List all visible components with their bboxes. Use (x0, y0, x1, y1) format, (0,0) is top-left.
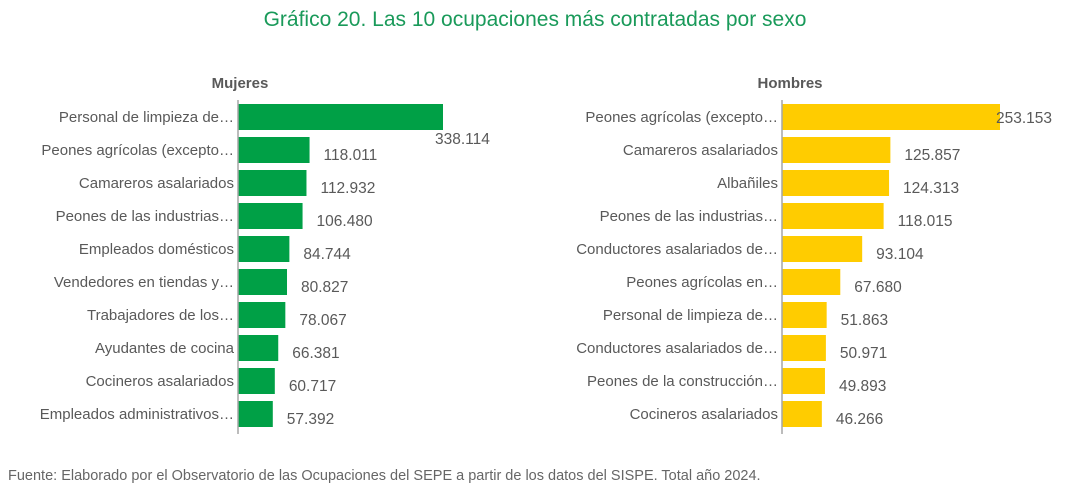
data-label: 46.266 (836, 411, 883, 428)
bar (782, 335, 826, 361)
data-label: 118.011 (324, 147, 378, 164)
bar (238, 104, 443, 130)
data-label: 57.392 (287, 411, 334, 428)
data-label: 50.971 (840, 345, 887, 362)
panel-title: Hombres (757, 75, 822, 92)
bar (782, 137, 891, 163)
category-label: Peones agrícolas (excepto… (585, 109, 778, 126)
panel-title: Mujeres (212, 75, 269, 92)
data-label: 67.680 (854, 279, 902, 296)
category-label: Trabajadores de los… (87, 307, 234, 324)
data-label: 49.893 (839, 378, 886, 395)
bar (782, 170, 890, 196)
data-label: 60.717 (289, 378, 336, 395)
bar (238, 236, 290, 262)
category-label: Empleados domésticos (79, 241, 234, 258)
data-label: 66.381 (292, 345, 339, 362)
bar (782, 203, 884, 229)
category-label: Personal de limpieza de… (603, 307, 778, 324)
category-label: Empleados administrativos… (40, 406, 234, 423)
source-note: Fuente: Elaborado por el Observatorio de… (8, 468, 761, 484)
bar (238, 401, 273, 427)
data-label: 338.114 (435, 131, 490, 148)
category-label: Cocineros asalariados (86, 373, 234, 390)
category-label: Personal de limpieza de… (59, 109, 234, 126)
category-label: Peones agrícolas en… (626, 274, 778, 291)
bar (782, 302, 827, 328)
category-label: Vendedores en tiendas y… (54, 274, 234, 291)
category-label: Albañiles (717, 175, 778, 192)
data-label: 51.863 (841, 312, 888, 329)
bar (238, 302, 286, 328)
category-label: Peones de las industrias… (56, 208, 234, 225)
bar (238, 335, 279, 361)
bar (238, 203, 303, 229)
category-label: Conductores asalariados de… (576, 241, 778, 258)
bar (782, 236, 863, 262)
data-label: 84.744 (303, 246, 351, 263)
bar (238, 368, 275, 394)
bar (782, 104, 1000, 130)
bar (782, 368, 825, 394)
category-label: Camareros asalariados (79, 175, 234, 192)
category-label: Peones agrícolas (excepto… (41, 142, 234, 159)
data-label: 80.827 (301, 279, 348, 296)
bar (238, 137, 310, 163)
category-label: Peones de la construcción… (587, 373, 778, 390)
category-label: Ayudantes de cocina (95, 340, 235, 357)
category-label: Cocineros asalariados (630, 406, 778, 423)
data-label: 118.015 (898, 213, 953, 230)
data-label: 112.932 (320, 180, 375, 197)
chart-title: Gráfico 20. Las 10 ocupaciones más contr… (263, 8, 807, 31)
bar (238, 269, 288, 295)
data-label: 106.480 (317, 213, 373, 230)
data-label: 93.104 (876, 246, 924, 263)
data-label: 253.153 (996, 110, 1052, 127)
data-label: 78.067 (299, 312, 346, 329)
bar (782, 401, 822, 427)
category-label: Camareros asalariados (623, 142, 778, 159)
data-label: 125.857 (904, 147, 960, 164)
bar (238, 170, 307, 196)
bar (782, 269, 841, 295)
category-label: Peones de las industrias… (600, 208, 778, 225)
category-label: Conductores asalariados de… (576, 340, 778, 357)
data-label: 124.313 (903, 180, 959, 197)
